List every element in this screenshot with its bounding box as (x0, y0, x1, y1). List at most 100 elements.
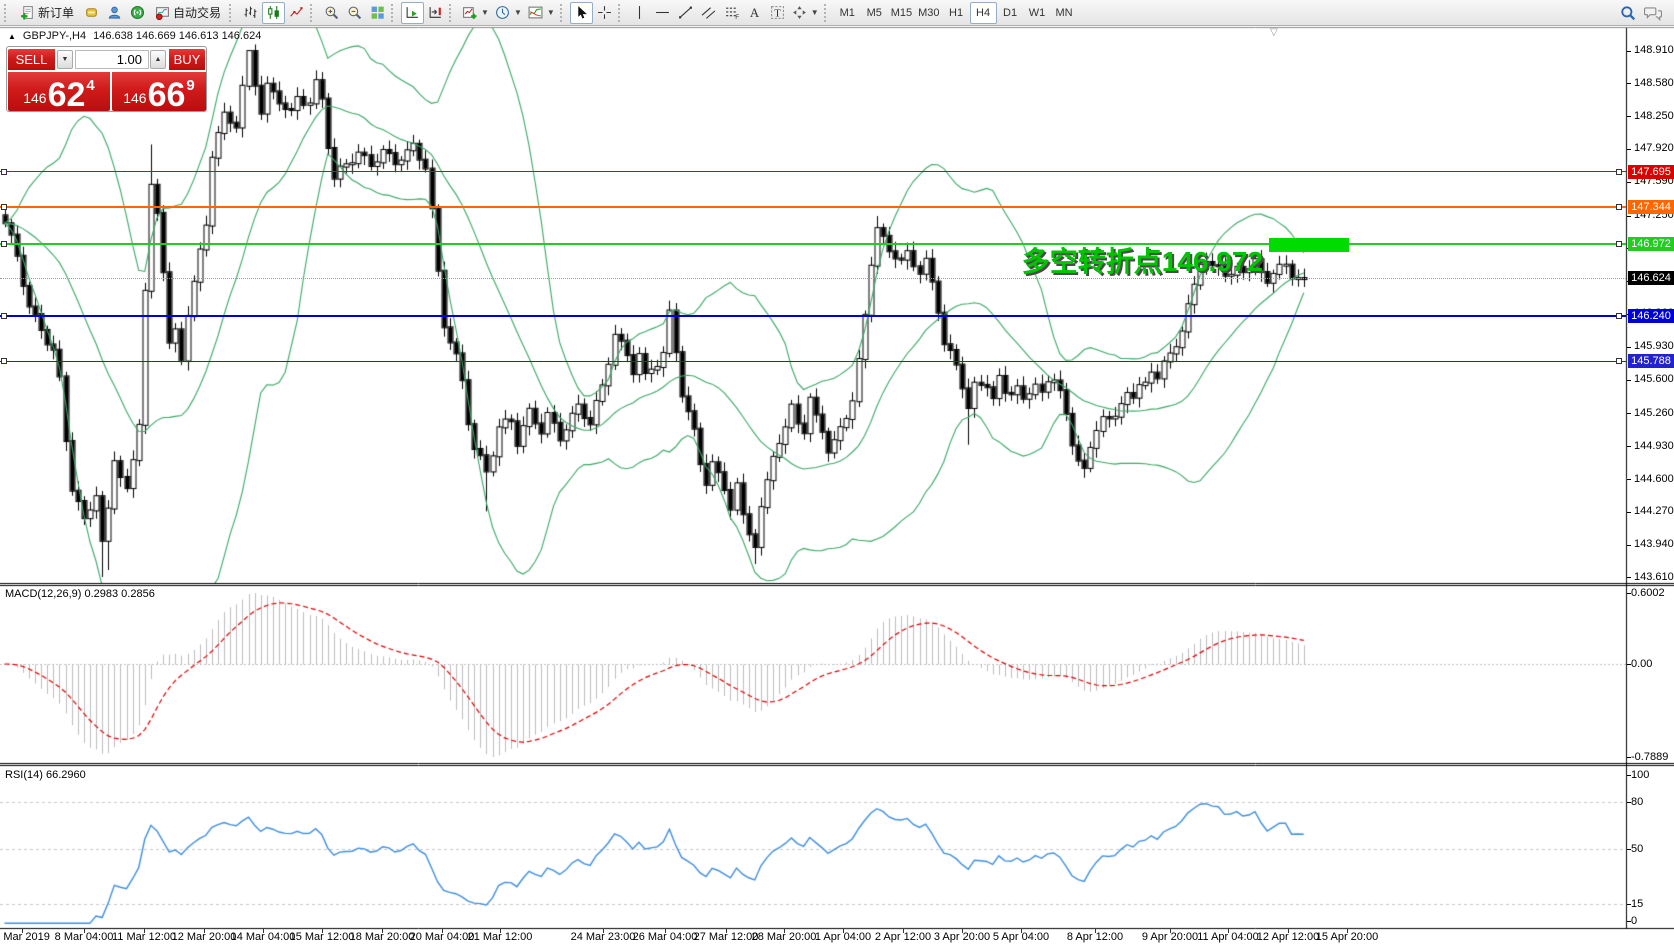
search-icon[interactable] (1620, 5, 1636, 21)
line-handle-right[interactable] (1616, 240, 1622, 247)
chevron-down-icon: ▼ (481, 8, 489, 17)
period-button-m5[interactable]: M5 (866, 6, 882, 19)
line-handle-left[interactable] (1, 203, 7, 210)
vertical-line-button[interactable] (628, 2, 651, 24)
line-handle-left[interactable] (1, 168, 7, 175)
bar-chart-button[interactable] (239, 2, 262, 24)
price-tick-label: 144.270 (1634, 505, 1674, 518)
sell-price-small: 146 (23, 90, 47, 106)
new-chart-dropdown[interactable]: ▼ (459, 2, 492, 24)
time-axis-label: 27 Mar 12:00 (693, 931, 759, 943)
collapse-icon[interactable]: ▲ (8, 31, 16, 41)
toolbar-grip (4, 3, 10, 22)
toolbar-grip (229, 3, 235, 22)
new-order-button[interactable]: 新订单 (14, 2, 80, 24)
toolbar-grip (310, 3, 316, 22)
volume-increase-button[interactable]: ▲ (150, 50, 166, 69)
period-button-h1[interactable]: H1 (949, 6, 964, 19)
new-order-label: 新订单 (38, 6, 75, 20)
tile-windows-button[interactable] (366, 2, 389, 24)
line-handle-left[interactable] (1, 358, 7, 365)
buy-price[interactable]: 146 66 9 (112, 72, 206, 112)
symbol-info-line[interactable]: ▲ GBPJPY-,H4 146.638 146.669 146.613 146… (8, 30, 261, 42)
period-button-m30[interactable]: M30 (918, 6, 940, 19)
price-tick (1627, 215, 1631, 217)
sell-button[interactable]: SELL (8, 49, 55, 70)
horizontal-price-line[interactable] (0, 315, 1626, 318)
trendline-button[interactable] (674, 2, 697, 24)
time-axis-tick (22, 929, 23, 933)
line-handle-right[interactable] (1616, 313, 1622, 320)
time-axis-tick (784, 929, 785, 933)
price-tick-label: 148.250 (1634, 109, 1674, 122)
rsi-axis-tick (1627, 802, 1631, 803)
time-axis-label: 2 Apr 12:00 (874, 931, 932, 943)
chevron-down-icon: ▼ (810, 8, 819, 17)
resistance-highlight-rectangle[interactable] (1269, 238, 1349, 252)
bar-chart-icon (244, 6, 257, 18)
horizontal-price-line[interactable] (0, 205, 1626, 208)
line-handle-left[interactable] (1, 313, 7, 320)
horizontal-line-button[interactable] (651, 2, 674, 24)
cursor-button[interactable] (569, 1, 593, 24)
chat-icon[interactable] (1644, 5, 1662, 21)
period-button-m15[interactable]: M15 (890, 6, 913, 19)
price-label-badge: 146.240 (1628, 309, 1674, 324)
sell-price-sup: 4 (86, 77, 95, 94)
volume-decrease-button[interactable]: ▼ (57, 50, 73, 69)
candlestick-chart-button[interactable] (262, 1, 286, 24)
volume-input[interactable]: 1.00 (75, 50, 149, 69)
autotrading-button[interactable]: 自动交易 (149, 2, 227, 24)
rsi-axis-tick (1627, 921, 1631, 922)
sell-price[interactable]: 146 62 4 (8, 72, 110, 112)
line-handle-right[interactable] (1616, 203, 1622, 210)
period-button-mn[interactable]: MN (1055, 6, 1073, 19)
text-button[interactable]: A (743, 2, 766, 24)
time-axis-tick (1347, 929, 1348, 933)
period-button-d1[interactable]: D1 (1003, 6, 1018, 19)
time-axis-tick (726, 929, 727, 933)
time-axis-label: 1 Apr 04:00 (814, 931, 872, 943)
line-handle-right[interactable] (1616, 168, 1622, 175)
macd-indicator-label: MACD(12,26,9) 0.2983 0.2856 (5, 588, 155, 600)
time-axis-label: 20 Mar 04:00 (409, 931, 475, 943)
horizontal-price-line[interactable] (0, 171, 1626, 173)
autotrading-label: 自动交易 (173, 6, 222, 20)
arrows-dropdown[interactable]: ▼ (789, 2, 822, 24)
line-handle-left[interactable] (1, 240, 7, 247)
fibonacci-button[interactable]: F (720, 2, 743, 24)
horizontal-price-line[interactable] (0, 360, 1626, 362)
period-button-m1[interactable]: M1 (839, 6, 855, 19)
line-chart-button[interactable] (285, 2, 308, 24)
zoom-out-button[interactable] (343, 2, 366, 24)
favorites-button[interactable] (80, 2, 103, 24)
signals-button[interactable] (126, 2, 149, 24)
time-axis-label: 11 Apr 04:00 (1197, 931, 1259, 943)
zoom-in-button[interactable] (320, 2, 343, 24)
horizontal-line-icon (655, 11, 669, 14)
pivot-annotation-text[interactable]: 多空转折点146.972 (1021, 246, 1263, 277)
auto-scroll-button[interactable] (401, 1, 425, 24)
time-axis-tick (322, 929, 323, 933)
time-axis-tick (84, 929, 85, 933)
text-label-button[interactable]: T (766, 2, 789, 24)
line-handle-right[interactable] (1616, 358, 1622, 365)
period-button-h4[interactable]: H4 (969, 1, 997, 24)
tile-windows-icon (371, 6, 384, 19)
community-button[interactable] (103, 2, 126, 24)
chart-shift-button[interactable] (424, 2, 447, 24)
period-button-w1[interactable]: W1 (1028, 6, 1046, 19)
fibonacci-icon: F (725, 7, 739, 20)
time-axis-tick (1170, 929, 1171, 933)
chart-shift-marker[interactable]: ▽ (1270, 27, 1278, 38)
indicators-dropdown[interactable]: ▼ (525, 2, 558, 24)
periods-dropdown[interactable]: ▼ (492, 2, 525, 24)
time-axis-label: 15 Mar 12:00 (289, 931, 355, 943)
horizontal-price-line[interactable] (0, 242, 1626, 245)
equidistant-channel-button[interactable] (697, 2, 720, 24)
buy-button[interactable]: BUY (169, 49, 205, 70)
price-tick (1627, 511, 1631, 513)
crosshair-button[interactable] (593, 2, 616, 24)
text-label-icon: T (770, 6, 784, 19)
